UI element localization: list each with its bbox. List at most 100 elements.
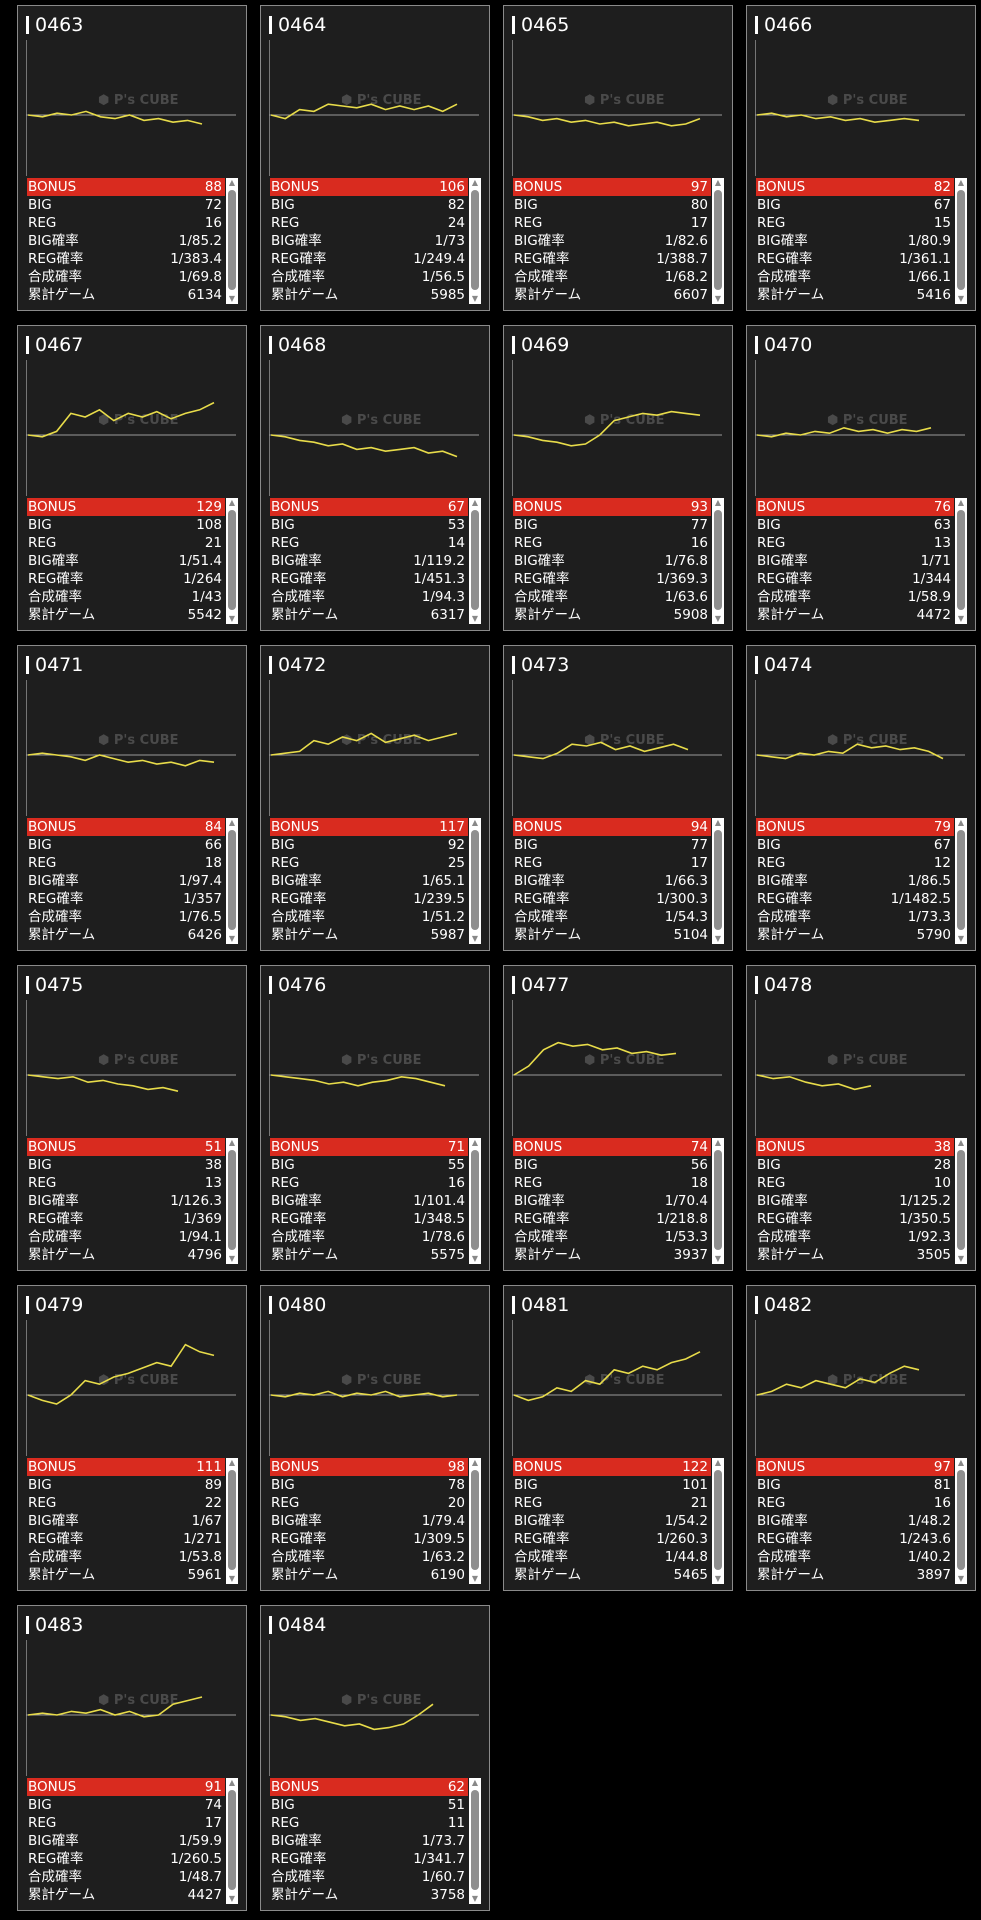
stats-scrollbar[interactable]: ▲ ▼ bbox=[712, 818, 724, 944]
machine-card[interactable]: 0476 ⬢ P's CUBE BONUS 71 BIG 55 REG 16 BIG確率 1/10… bbox=[260, 965, 490, 1271]
machine-card[interactable]: 0484 ⬢ P's CUBE BONUS 62 BIG 51 REG 11 BIG確率 1/73… bbox=[260, 1605, 490, 1911]
scroll-up-arrow-icon[interactable]: ▲ bbox=[714, 178, 722, 187]
scroll-down-arrow-icon[interactable]: ▼ bbox=[471, 1574, 479, 1583]
scroll-thumb[interactable] bbox=[714, 1470, 722, 1570]
scroll-thumb[interactable] bbox=[957, 1470, 965, 1570]
machine-card[interactable]: 0480 ⬢ P's CUBE BONUS 98 BIG 78 REG 20 BIG確率 1/79… bbox=[260, 1285, 490, 1591]
scroll-up-arrow-icon[interactable]: ▲ bbox=[471, 818, 479, 827]
stats-scrollbar[interactable]: ▲ ▼ bbox=[955, 1458, 967, 1584]
machine-card[interactable]: 0469 ⬢ P's CUBE BONUS 93 BIG 77 REG 16 BIG確率 1/76… bbox=[503, 325, 733, 631]
machine-card[interactable]: 0468 ⬢ P's CUBE BONUS 67 BIG 53 REG 14 BIG確率 1/11… bbox=[260, 325, 490, 631]
scroll-thumb[interactable] bbox=[471, 1470, 479, 1570]
scroll-down-arrow-icon[interactable]: ▼ bbox=[471, 614, 479, 623]
machine-card[interactable]: 0483 ⬢ P's CUBE BONUS 91 BIG 74 REG 17 BIG確率 1/59… bbox=[17, 1605, 247, 1911]
scroll-down-arrow-icon[interactable]: ▼ bbox=[228, 934, 236, 943]
machine-card[interactable]: 0481 ⬢ P's CUBE BONUS 122 BIG 101 REG 21 BIG確率 1/… bbox=[503, 1285, 733, 1591]
scroll-up-arrow-icon[interactable]: ▲ bbox=[228, 1138, 236, 1147]
scroll-up-arrow-icon[interactable]: ▲ bbox=[471, 178, 479, 187]
scroll-thumb[interactable] bbox=[471, 830, 479, 930]
scroll-thumb[interactable] bbox=[471, 190, 479, 290]
scroll-up-arrow-icon[interactable]: ▲ bbox=[714, 498, 722, 507]
stats-scrollbar[interactable]: ▲ ▼ bbox=[226, 1138, 238, 1264]
stats-scrollbar[interactable]: ▲ ▼ bbox=[226, 498, 238, 624]
scroll-thumb[interactable] bbox=[228, 830, 236, 930]
machine-card[interactable]: 0475 ⬢ P's CUBE BONUS 51 BIG 38 REG 13 BIG確率 1/12… bbox=[17, 965, 247, 1271]
scroll-down-arrow-icon[interactable]: ▼ bbox=[228, 614, 236, 623]
scroll-up-arrow-icon[interactable]: ▲ bbox=[957, 1458, 965, 1467]
scroll-down-arrow-icon[interactable]: ▼ bbox=[714, 934, 722, 943]
scroll-down-arrow-icon[interactable]: ▼ bbox=[714, 614, 722, 623]
scroll-thumb[interactable] bbox=[957, 510, 965, 610]
scroll-up-arrow-icon[interactable]: ▲ bbox=[471, 1458, 479, 1467]
scroll-up-arrow-icon[interactable]: ▲ bbox=[228, 1458, 236, 1467]
scroll-down-arrow-icon[interactable]: ▼ bbox=[228, 1574, 236, 1583]
scroll-down-arrow-icon[interactable]: ▼ bbox=[714, 1574, 722, 1583]
scroll-up-arrow-icon[interactable]: ▲ bbox=[228, 498, 236, 507]
scroll-up-arrow-icon[interactable]: ▲ bbox=[714, 1138, 722, 1147]
machine-card[interactable]: 0471 ⬢ P's CUBE BONUS 84 BIG 66 REG 18 BIG確率 1/97… bbox=[17, 645, 247, 951]
scroll-down-arrow-icon[interactable]: ▼ bbox=[714, 1254, 722, 1263]
scroll-up-arrow-icon[interactable]: ▲ bbox=[957, 1138, 965, 1147]
scroll-down-arrow-icon[interactable]: ▼ bbox=[471, 934, 479, 943]
scroll-thumb[interactable] bbox=[957, 1150, 965, 1250]
scroll-up-arrow-icon[interactable]: ▲ bbox=[714, 818, 722, 827]
stats-scrollbar[interactable]: ▲ ▼ bbox=[712, 1138, 724, 1264]
scroll-up-arrow-icon[interactable]: ▲ bbox=[957, 178, 965, 187]
machine-card[interactable]: 0482 ⬢ P's CUBE BONUS 97 BIG 81 REG 16 BIG確率 1/48… bbox=[746, 1285, 976, 1591]
stats-scrollbar[interactable]: ▲ ▼ bbox=[712, 498, 724, 624]
stats-scrollbar[interactable]: ▲ ▼ bbox=[955, 498, 967, 624]
scroll-down-arrow-icon[interactable]: ▼ bbox=[957, 1574, 965, 1583]
scroll-up-arrow-icon[interactable]: ▲ bbox=[714, 1458, 722, 1467]
scroll-thumb[interactable] bbox=[228, 1470, 236, 1570]
stats-scrollbar[interactable]: ▲ ▼ bbox=[226, 1778, 238, 1904]
scroll-up-arrow-icon[interactable]: ▲ bbox=[228, 178, 236, 187]
machine-card[interactable]: 0473 ⬢ P's CUBE BONUS 94 BIG 77 REG 17 BIG確率 1/66… bbox=[503, 645, 733, 951]
machine-card[interactable]: 0477 ⬢ P's CUBE BONUS 74 BIG 56 REG 18 BIG確率 1/70… bbox=[503, 965, 733, 1271]
scroll-up-arrow-icon[interactable]: ▲ bbox=[471, 1138, 479, 1147]
scroll-thumb[interactable] bbox=[957, 830, 965, 930]
scroll-up-arrow-icon[interactable]: ▲ bbox=[228, 1778, 236, 1787]
scroll-down-arrow-icon[interactable]: ▼ bbox=[228, 294, 236, 303]
scroll-up-arrow-icon[interactable]: ▲ bbox=[228, 818, 236, 827]
machine-card[interactable]: 0472 ⬢ P's CUBE BONUS 117 BIG 92 REG 25 BIG確率 1/6… bbox=[260, 645, 490, 951]
stats-scrollbar[interactable]: ▲ ▼ bbox=[469, 818, 481, 944]
scroll-down-arrow-icon[interactable]: ▼ bbox=[714, 294, 722, 303]
scroll-thumb[interactable] bbox=[714, 830, 722, 930]
machine-card[interactable]: 0467 ⬢ P's CUBE BONUS 129 BIG 108 REG 21 BIG確率 1/… bbox=[17, 325, 247, 631]
scroll-thumb[interactable] bbox=[228, 190, 236, 290]
scroll-thumb[interactable] bbox=[471, 510, 479, 610]
stats-scrollbar[interactable]: ▲ ▼ bbox=[469, 1138, 481, 1264]
stats-scrollbar[interactable]: ▲ ▼ bbox=[226, 1458, 238, 1584]
scroll-thumb[interactable] bbox=[714, 190, 722, 290]
scroll-down-arrow-icon[interactable]: ▼ bbox=[471, 1254, 479, 1263]
scroll-thumb[interactable] bbox=[228, 510, 236, 610]
scroll-down-arrow-icon[interactable]: ▼ bbox=[228, 1894, 236, 1903]
stats-scrollbar[interactable]: ▲ ▼ bbox=[226, 178, 238, 304]
scroll-down-arrow-icon[interactable]: ▼ bbox=[228, 1254, 236, 1263]
scroll-up-arrow-icon[interactable]: ▲ bbox=[957, 498, 965, 507]
stats-scrollbar[interactable]: ▲ ▼ bbox=[712, 178, 724, 304]
scroll-thumb[interactable] bbox=[714, 1150, 722, 1250]
stats-scrollbar[interactable]: ▲ ▼ bbox=[469, 1458, 481, 1584]
scroll-up-arrow-icon[interactable]: ▲ bbox=[471, 1778, 479, 1787]
scroll-up-arrow-icon[interactable]: ▲ bbox=[957, 818, 965, 827]
stats-scrollbar[interactable]: ▲ ▼ bbox=[712, 1458, 724, 1584]
machine-card[interactable]: 0463 ⬢ P's CUBE BONUS 88 BIG 72 REG 16 BIG確率 1/85… bbox=[17, 5, 247, 311]
scroll-down-arrow-icon[interactable]: ▼ bbox=[957, 1254, 965, 1263]
stats-scrollbar[interactable]: ▲ ▼ bbox=[955, 818, 967, 944]
stats-scrollbar[interactable]: ▲ ▼ bbox=[955, 178, 967, 304]
machine-card[interactable]: 0474 ⬢ P's CUBE BONUS 79 BIG 67 REG 12 BIG確率 1/86… bbox=[746, 645, 976, 951]
scroll-down-arrow-icon[interactable]: ▼ bbox=[471, 294, 479, 303]
scroll-thumb[interactable] bbox=[471, 1150, 479, 1250]
stats-scrollbar[interactable]: ▲ ▼ bbox=[226, 818, 238, 944]
machine-card[interactable]: 0478 ⬢ P's CUBE BONUS 38 BIG 28 REG 10 BIG確率 1/12… bbox=[746, 965, 976, 1271]
scroll-thumb[interactable] bbox=[957, 190, 965, 290]
scroll-thumb[interactable] bbox=[714, 510, 722, 610]
machine-card[interactable]: 0466 ⬢ P's CUBE BONUS 82 BIG 67 REG 15 BIG確率 1/80… bbox=[746, 5, 976, 311]
stats-scrollbar[interactable]: ▲ ▼ bbox=[469, 498, 481, 624]
scroll-down-arrow-icon[interactable]: ▼ bbox=[957, 614, 965, 623]
stats-scrollbar[interactable]: ▲ ▼ bbox=[955, 1138, 967, 1264]
scroll-down-arrow-icon[interactable]: ▼ bbox=[957, 294, 965, 303]
scroll-thumb[interactable] bbox=[471, 1790, 479, 1890]
stats-scrollbar[interactable]: ▲ ▼ bbox=[469, 178, 481, 304]
